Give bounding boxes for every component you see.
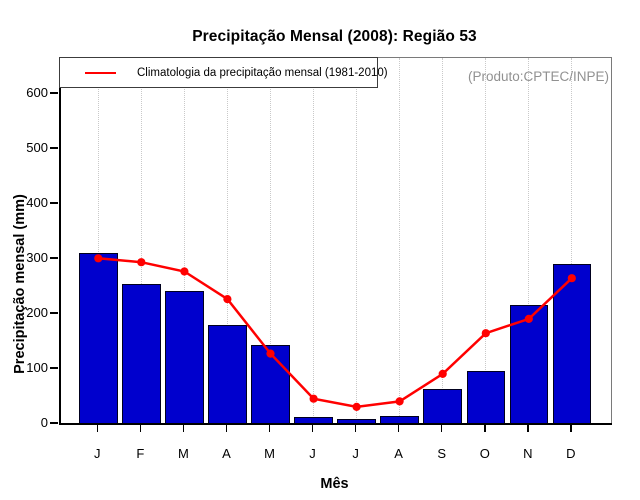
climatology-point <box>180 267 189 276</box>
gridline <box>528 58 530 424</box>
x-axis-title: Mês <box>320 476 349 492</box>
climatology-point <box>266 349 275 358</box>
x-tick <box>311 425 314 432</box>
legend-line-sample-icon <box>85 71 116 74</box>
x-tick-label: N <box>523 446 533 461</box>
y-tick-label: 300 <box>26 249 48 265</box>
x-tick-label: O <box>479 446 490 461</box>
x-tick-label: S <box>437 446 447 461</box>
x-tick-label: D <box>566 446 576 461</box>
climatology-point <box>395 397 404 406</box>
climatology-point <box>481 329 490 338</box>
x-tick <box>527 425 529 432</box>
x-axis-line <box>59 423 612 425</box>
climatology-point <box>137 258 146 267</box>
gridline <box>442 58 444 424</box>
y-tick <box>50 202 58 204</box>
y-tick-label: 400 <box>26 194 48 210</box>
gridline <box>356 58 358 424</box>
x-tick <box>354 425 357 432</box>
gridline <box>485 58 487 424</box>
y-tick-label: 600 <box>26 84 48 100</box>
y-axis-title: Precipitação mensal (mm) <box>12 194 28 374</box>
x-tick-label: J <box>94 446 101 461</box>
x-tick-label: J <box>352 446 359 461</box>
x-tick <box>268 425 271 432</box>
x-tick-label: M <box>264 446 275 461</box>
y-tick <box>50 312 58 314</box>
bar <box>79 253 118 424</box>
bar <box>208 324 247 424</box>
climatology-line-layer <box>94 254 576 411</box>
bar <box>165 291 204 424</box>
x-tick <box>139 425 142 432</box>
y-tick <box>50 257 58 259</box>
legend-label: Climatologia da precipitação mensal (198… <box>137 66 388 79</box>
gridline <box>571 58 573 424</box>
x-tick <box>225 425 228 432</box>
climatology-point <box>524 314 533 323</box>
x-tick-label: J <box>309 446 316 461</box>
climatology-point <box>223 295 232 304</box>
gridline <box>140 58 142 424</box>
gridline <box>97 58 99 424</box>
climatology-point <box>94 254 103 263</box>
y-axis-line <box>59 57 61 425</box>
gridline <box>399 58 401 424</box>
x-tick-label: A <box>394 446 403 461</box>
y-tick <box>50 91 58 94</box>
chart-title: Precipitação Mensal (2008): Região 53 <box>192 28 477 45</box>
climatology-point <box>438 369 447 378</box>
bar <box>251 345 290 424</box>
y-tick-label: 500 <box>26 139 48 155</box>
y-tick <box>50 422 58 424</box>
x-tick <box>570 425 572 432</box>
gridline <box>270 58 271 424</box>
x-tick <box>96 425 99 432</box>
x-tick <box>440 425 443 432</box>
climatology-point <box>309 394 318 403</box>
gridline <box>183 58 185 424</box>
bar <box>122 283 161 424</box>
y-tick-label: 200 <box>26 304 48 320</box>
producer-annotation: (Produto:CPTEC/INPE) <box>467 69 609 84</box>
x-tick <box>483 425 486 432</box>
x-tick-label: M <box>177 446 189 461</box>
climatology-point <box>567 274 576 283</box>
y-tick <box>50 367 58 369</box>
legend: Climatologia da precipitação mensal (198… <box>59 57 388 88</box>
y-tick <box>50 147 58 149</box>
climatology-line <box>98 257 573 409</box>
x-tick-label: F <box>136 446 145 461</box>
x-tick <box>182 425 185 432</box>
bar <box>423 389 462 424</box>
climatology-point <box>352 402 361 411</box>
gridline <box>226 58 228 424</box>
x-tick <box>397 425 400 432</box>
x-tick-label: A <box>222 446 231 461</box>
gridline <box>313 58 315 424</box>
y-tick-label: 0 <box>40 415 48 430</box>
y-tick-label: 100 <box>26 359 48 375</box>
plot-area: Climatologia da precipitação mensal (198… <box>59 57 612 425</box>
